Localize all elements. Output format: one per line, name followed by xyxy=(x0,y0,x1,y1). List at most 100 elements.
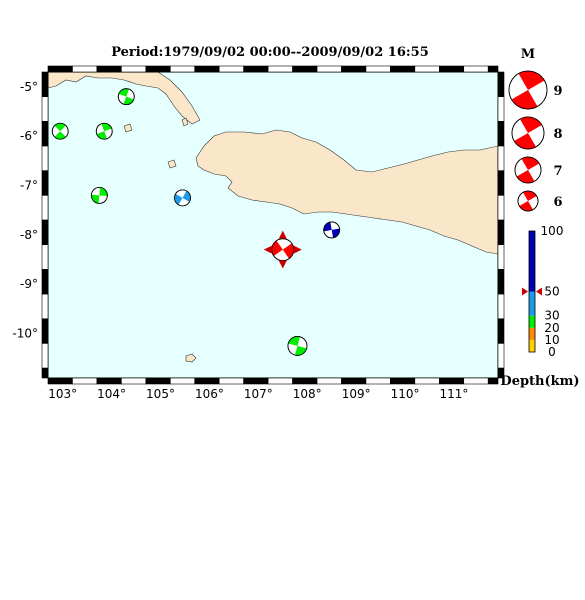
magnitude-legend-label: 8 xyxy=(553,127,562,142)
frame-segment xyxy=(267,65,293,73)
frame-segment xyxy=(41,269,49,295)
frame-segment xyxy=(218,65,244,73)
lon-tick-label: 103° xyxy=(48,387,77,401)
frame-segment xyxy=(497,170,505,196)
frame-segment xyxy=(497,318,505,344)
focal-mechanism-4 xyxy=(90,186,108,204)
frame-segment xyxy=(365,65,391,73)
frame-segment xyxy=(439,377,465,385)
land-island xyxy=(181,117,189,127)
lat-tick-label: -6° xyxy=(20,129,38,143)
frame-segment xyxy=(41,170,49,196)
frame-segment xyxy=(497,195,505,221)
frame-segment xyxy=(47,65,73,73)
land-area xyxy=(48,72,498,363)
lon-tick-label: 107° xyxy=(244,387,273,401)
land-island xyxy=(123,123,133,133)
frame-segment xyxy=(41,219,49,246)
magnitude-legend-ball xyxy=(517,190,539,212)
depth-scale-label: 100 xyxy=(541,224,564,238)
depth-scale-label: 30 xyxy=(544,309,559,323)
frame-segment xyxy=(292,377,318,385)
frame-segment xyxy=(41,145,49,172)
frame-segment xyxy=(414,65,440,73)
frame-segment xyxy=(497,71,505,97)
highlight-marker xyxy=(293,245,302,254)
depth-marker xyxy=(536,287,542,296)
lon-tick-label: 111° xyxy=(440,387,469,401)
depth-scale-label: 50 xyxy=(544,285,559,299)
land-island xyxy=(185,353,197,363)
focal-mechanism-6 xyxy=(263,230,302,269)
frame-segment xyxy=(194,65,220,73)
lat-tick-label: -9° xyxy=(20,277,38,291)
frame-segment xyxy=(390,65,416,73)
frame-segment xyxy=(41,367,49,379)
frame-segment xyxy=(497,343,505,369)
frame-segment xyxy=(497,293,505,320)
highlight-marker xyxy=(278,260,287,269)
frame-segment xyxy=(145,65,171,73)
focal-mechanism-2 xyxy=(51,122,69,140)
frame-segment xyxy=(41,244,49,270)
land-sumatra xyxy=(48,72,201,125)
depth-band xyxy=(529,327,535,340)
frame-segment xyxy=(463,377,489,385)
depth-band xyxy=(529,231,535,292)
frame-segment xyxy=(497,244,505,270)
frame-segment xyxy=(497,121,505,147)
frame-segment xyxy=(390,377,416,385)
frame-segment xyxy=(463,65,489,73)
magnitude-legend-ball xyxy=(514,156,542,184)
depth-band xyxy=(529,339,535,352)
frame-segment xyxy=(243,377,269,385)
frame-segment xyxy=(316,377,342,385)
depth-band xyxy=(529,315,535,328)
frame-segment xyxy=(121,377,147,385)
land-java xyxy=(195,129,498,255)
magnitude-legend-ball xyxy=(508,70,548,110)
frame-segment xyxy=(292,65,318,73)
lat-tick-label: -7° xyxy=(20,179,38,193)
frame-segment xyxy=(218,377,244,385)
highlight-marker xyxy=(263,245,272,254)
frame-segment xyxy=(487,377,499,385)
lon-tick-label: 109° xyxy=(342,387,371,401)
lat-tick-label: -8° xyxy=(20,228,38,242)
focal-mechanism-7 xyxy=(323,221,341,239)
frame-segment xyxy=(96,377,122,385)
focal-mechanism-3 xyxy=(95,122,113,140)
frame-segment xyxy=(316,65,342,73)
frame-segment xyxy=(169,65,196,73)
frame-segment xyxy=(145,377,171,385)
depth-legend-title: Depth(km) xyxy=(500,374,579,389)
magnitude-legend-label: 9 xyxy=(553,84,562,99)
depth-marker xyxy=(522,287,528,296)
frame-segment xyxy=(41,195,49,221)
frame-segment xyxy=(72,65,98,73)
lat-tick-label: -10° xyxy=(12,327,38,341)
magnitude-legend-label: 6 xyxy=(553,195,562,210)
depth-scale-label: 20 xyxy=(544,321,559,335)
frame-segment xyxy=(497,96,505,122)
frame-segment xyxy=(487,65,499,73)
frame-segment xyxy=(267,377,293,385)
focal-mechanism-1 xyxy=(117,88,135,106)
frame-segment xyxy=(497,367,505,379)
frame-segment xyxy=(72,377,98,385)
focal-mechanism-8 xyxy=(287,336,308,356)
frame-segment xyxy=(497,269,505,295)
frame-segment xyxy=(47,377,73,385)
lon-tick-label: 105° xyxy=(146,387,175,401)
frame-segment xyxy=(41,96,49,122)
depth-scale-label: 10 xyxy=(544,333,559,347)
frame-segment xyxy=(194,377,220,385)
frame-segment xyxy=(41,343,49,369)
highlight-marker xyxy=(278,230,287,239)
frame-segment xyxy=(41,121,49,147)
frame-segment xyxy=(341,65,367,73)
frame-segment xyxy=(41,293,49,320)
frame-segment xyxy=(439,65,465,73)
lon-tick-label: 106° xyxy=(195,387,224,401)
